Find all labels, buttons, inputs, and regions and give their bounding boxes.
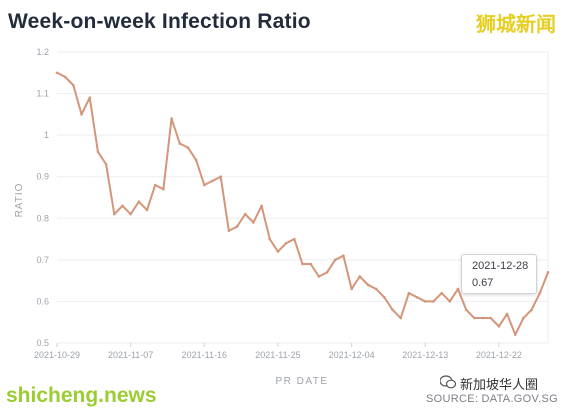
data-point[interactable] — [464, 308, 468, 312]
data-point[interactable] — [530, 308, 533, 312]
y-tick-labels: 0.5 0.6 0.7 0.8 0.9 1 1.1 1.2 — [36, 47, 49, 348]
data-point[interactable] — [513, 333, 517, 336]
data-point[interactable] — [309, 262, 312, 266]
source-note: SOURCE: DATA.GOV.SG — [425, 393, 558, 405]
watermark-bottom-left: shicheng.news — [6, 384, 157, 407]
data-point[interactable] — [268, 237, 272, 241]
data-point[interactable] — [546, 271, 550, 274]
data-point[interactable] — [55, 71, 59, 75]
data-point[interactable] — [505, 312, 509, 316]
data-point[interactable] — [104, 162, 108, 166]
watermark-bottom-right-text: 新加坡华人圈 — [460, 378, 539, 393]
x-tick-label: 2021-12-13 — [402, 350, 448, 360]
data-point[interactable] — [153, 183, 157, 187]
data-point[interactable] — [129, 212, 132, 216]
x-axis-label: PR DATE — [275, 376, 328, 387]
data-point[interactable] — [301, 262, 304, 266]
data-point[interactable] — [342, 254, 345, 257]
data-point[interactable] — [112, 212, 116, 216]
data-point[interactable] — [333, 258, 337, 262]
data-point[interactable] — [325, 271, 329, 274]
data-point[interactable] — [211, 179, 214, 183]
data-point[interactable] — [317, 275, 321, 278]
x-tick-labels: 2021-10-29 2021-11-07 2021-11-16 2021-11-25… — [34, 343, 522, 360]
data-point[interactable] — [497, 325, 501, 328]
data-point[interactable] — [96, 150, 100, 154]
x-tick-label: 2021-10-29 — [34, 350, 80, 360]
x-tick-label: 2021-11-16 — [182, 350, 227, 360]
x-tick-label: 2021-11-07 — [108, 350, 153, 360]
data-point[interactable] — [423, 300, 427, 303]
y-tick-label: 0.9 — [36, 172, 49, 182]
data-point[interactable] — [276, 250, 280, 253]
data-point[interactable] — [243, 212, 247, 216]
data-point[interactable] — [203, 183, 206, 187]
data-point[interactable] — [145, 208, 149, 212]
data-point[interactable] — [366, 283, 370, 287]
data-point[interactable] — [252, 221, 255, 224]
data-point[interactable] — [350, 287, 353, 291]
data-point[interactable] — [440, 291, 443, 295]
data-point[interactable] — [473, 316, 476, 320]
data-point[interactable] — [432, 300, 435, 303]
x-tick-label: 2021-11-25 — [255, 350, 300, 360]
data-point[interactable] — [391, 308, 394, 312]
data-point[interactable] — [383, 295, 386, 299]
data-point[interactable] — [88, 96, 92, 100]
data-point[interactable] — [194, 158, 198, 162]
data-point[interactable] — [284, 241, 288, 245]
data-point[interactable] — [358, 275, 362, 278]
y-tick-label: 0.8 — [36, 213, 49, 223]
y-axis-label: RATIO — [14, 183, 25, 218]
data-point[interactable] — [72, 83, 75, 87]
watermark-top: 狮城新闻 — [476, 12, 556, 36]
data-points — [55, 71, 550, 336]
data-point[interactable] — [399, 316, 403, 320]
watermark-bottom-right: 新加坡华人圈 — [439, 374, 539, 393]
chart-grid — [57, 51, 549, 344]
tooltip-value: 0.67 — [472, 277, 494, 289]
y-tick-label: 0.5 — [36, 338, 49, 348]
data-point[interactable] — [137, 200, 141, 203]
data-point[interactable] — [170, 117, 173, 120]
data-point[interactable] — [407, 291, 411, 295]
data-point[interactable] — [260, 204, 263, 208]
tooltip: 2021-12-28 0.67 — [461, 254, 537, 294]
y-tick-label: 0.6 — [36, 296, 49, 306]
y-tick-label: 1 — [44, 130, 49, 140]
x-tick-label: 2021-12-22 — [476, 350, 522, 360]
data-point[interactable] — [374, 287, 378, 291]
data-point[interactable] — [293, 237, 296, 241]
y-tick-label: 0.7 — [36, 255, 49, 265]
data-point[interactable] — [481, 316, 484, 320]
y-tick-label: 1.2 — [36, 47, 49, 57]
data-point[interactable] — [538, 291, 542, 295]
series-line — [56, 71, 549, 336]
data-point[interactable] — [448, 300, 452, 303]
data-point[interactable] — [415, 295, 419, 299]
y-tick-label: 1.1 — [36, 89, 49, 99]
data-point[interactable] — [63, 75, 67, 79]
data-point[interactable] — [456, 287, 460, 291]
data-point[interactable] — [121, 204, 124, 208]
tooltip-date: 2021-12-28 — [472, 260, 529, 272]
wechat-icon — [439, 374, 457, 393]
data-point[interactable] — [489, 316, 493, 320]
chart-title: Week-on-week Infection Ratio — [8, 10, 311, 33]
x-tick-label: 2021-12-04 — [329, 350, 375, 360]
data-point[interactable] — [522, 316, 525, 320]
data-point[interactable] — [219, 175, 222, 179]
data-point[interactable] — [186, 146, 190, 149]
data-point[interactable] — [162, 187, 165, 191]
data-point[interactable] — [80, 113, 83, 116]
data-point[interactable] — [178, 142, 182, 145]
data-point[interactable] — [227, 229, 231, 233]
data-point[interactable] — [235, 225, 239, 228]
